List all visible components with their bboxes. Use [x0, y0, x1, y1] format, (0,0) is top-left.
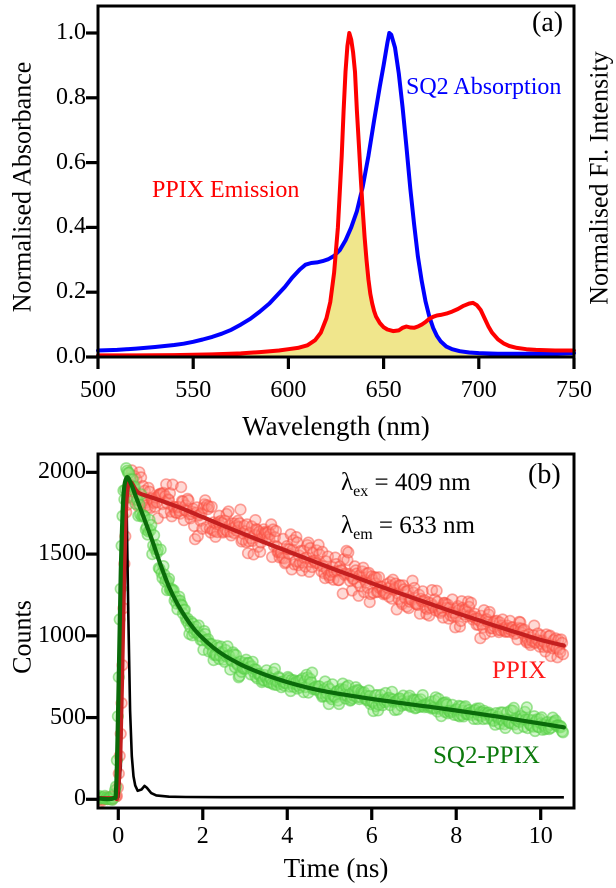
panel-a-plot — [86, 4, 576, 369]
panel-b-y-tick-label: 1500 — [38, 540, 86, 567]
panel-b-plot — [86, 452, 576, 820]
annotation-value: = 633 nm — [372, 512, 475, 539]
panel-b-x-tick-label: 2 — [196, 823, 209, 849]
panel-a-y-tick-label: 0.8 — [56, 83, 86, 110]
panel-b-x-tick-label: 10 — [528, 823, 553, 849]
ppix-emission-curve — [96, 31, 576, 358]
excitation-wavelength-annotation: λex = 409 nm — [341, 469, 471, 501]
panel-b-letter: (b) — [528, 459, 561, 490]
panel-b-ticks — [86, 470, 543, 820]
panel-b-x-axis-title: Time (ns) — [283, 852, 389, 883]
annotation-value: = 409 nm — [368, 469, 471, 496]
panel-a-x-tick-label: 700 — [460, 377, 497, 403]
annotation-subscript: ex — [353, 483, 369, 500]
spectral-overlap-area — [98, 194, 574, 357]
panel-a-y-tick-label: 0.2 — [56, 278, 86, 305]
panel-a-y-tick-label: 0.6 — [56, 148, 86, 175]
panel-a-x-axis-title: Wavelength (nm) — [242, 410, 430, 441]
panel-b-y-tick-label: 2000 — [38, 458, 86, 485]
panel-b-y-tick-label: 500 — [50, 703, 86, 730]
lambda-symbol: λ — [341, 469, 354, 496]
panel-b-x-tick-label: 4 — [281, 823, 294, 849]
panel-a-y-tick-label: 1.0 — [56, 19, 86, 45]
panel-b-x-tick-label: 6 — [365, 823, 378, 849]
panel-b-frame — [96, 452, 576, 810]
panel-a-letter: (a) — [532, 7, 564, 38]
panel-a-x-tick-label: 650 — [365, 377, 402, 403]
panel-a-ticks — [86, 31, 576, 369]
panel-b-data — [99, 462, 570, 807]
sq2-ppix-fit-line — [99, 475, 566, 802]
panel-b-x-tick-label: 8 — [450, 823, 463, 849]
sq2-ppix-decay-label: SQ2-PPIX — [433, 742, 540, 769]
ppix-fit-line — [99, 479, 566, 802]
annotation-subscript: em — [353, 526, 373, 543]
ppix-emission-curve-label: PPIX Emission — [152, 177, 300, 203]
panel-b-y-tick-label: 0 — [74, 785, 86, 812]
panel-b-x-tick-label: 0 — [112, 823, 125, 849]
panel-a-y-tick-label: 0.4 — [56, 213, 86, 240]
sq2-absorption-curve-label: SQ2 Absorption — [406, 74, 562, 100]
lambda-symbol: λ — [341, 512, 354, 539]
panel-a-frame — [96, 4, 576, 359]
panel-a-x-tick-label: 600 — [270, 377, 307, 403]
panel-a-y-axis-title-right: Normalised Fl. Intensity — [584, 51, 614, 305]
panel-a-x-tick-label: 500 — [80, 377, 116, 403]
panel-a-x-tick-label: 750 — [556, 377, 592, 403]
panel-a-x-tick-label: 550 — [175, 377, 212, 403]
emission-wavelength-annotation: λem = 633 nm — [341, 512, 475, 544]
panel-a-y-tick-label: 0.0 — [56, 343, 86, 369]
panel-b-y-tick-label: 1000 — [38, 621, 86, 648]
ppix-decay-label: PPIX — [492, 657, 547, 684]
